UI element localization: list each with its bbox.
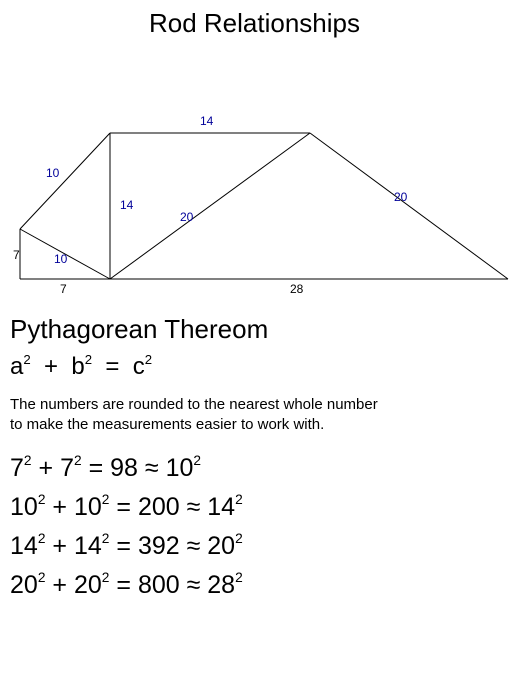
exp: 2	[38, 570, 46, 585]
eq-term: 7	[10, 454, 24, 482]
diagram-line	[310, 133, 508, 279]
section-heading: Pythagorean Thereom	[10, 314, 499, 345]
note-line: The numbers are rounded to the nearest w…	[10, 396, 378, 413]
equation-row: 102 + 102 = 200 ≈ 142	[10, 493, 499, 522]
exp: 2	[38, 492, 46, 507]
diagram-label: 14	[200, 114, 214, 128]
exp: 2	[102, 570, 110, 585]
eq-sum: 800	[138, 571, 180, 599]
exp: 2	[102, 531, 110, 546]
exp: 2	[38, 531, 46, 546]
pythagorean-formula: a2 + b2 = c2	[10, 353, 499, 381]
formula-b: b	[71, 353, 84, 380]
eq-result: 28	[207, 571, 235, 599]
diagram-label: 28	[290, 282, 304, 296]
exp: 2	[74, 453, 82, 468]
diagram-label: 10	[54, 252, 68, 266]
exp: 2	[193, 453, 201, 468]
eq-term: 14	[74, 532, 102, 560]
page: Rod Relationships 7 7 28 10 10 14 14 20 20 Pytha…	[0, 8, 509, 630]
exp: 2	[85, 352, 92, 367]
exp: 2	[235, 531, 243, 546]
diagram-svg: 7 7 28 10 10 14 14 20 20	[10, 49, 509, 299]
eq-term: 14	[10, 532, 38, 560]
eq-term: 20	[10, 571, 38, 599]
equation-row: 72 + 72 = 98 ≈ 102	[10, 454, 499, 483]
equation-row: 142 + 142 = 392 ≈ 202	[10, 532, 499, 561]
eq-term: 10	[74, 493, 102, 521]
diagram-label: 10	[46, 166, 60, 180]
formula-a: a	[10, 353, 23, 380]
diagram-label: 7	[13, 248, 20, 262]
note-line: to make the measurements easier to work …	[10, 416, 324, 433]
eq-result: 20	[207, 532, 235, 560]
eq-result: 10	[166, 454, 194, 482]
diagram-label: 7	[60, 282, 67, 296]
rounding-note: The numbers are rounded to the nearest w…	[10, 395, 499, 436]
exp: 2	[145, 352, 152, 367]
eq-term: 20	[74, 571, 102, 599]
page-title: Rod Relationships	[10, 8, 499, 39]
diagram-label: 20	[180, 210, 194, 224]
diagram-line	[110, 133, 310, 279]
equation-list: 72 + 72 = 98 ≈ 102102 + 102 = 200 ≈ 1421…	[10, 454, 499, 600]
exp: 2	[24, 453, 32, 468]
diagram-label: 14	[120, 198, 134, 212]
diagram-label: 20	[394, 190, 408, 204]
equation-row: 202 + 202 = 800 ≈ 282	[10, 571, 499, 600]
rod-diagram: 7 7 28 10 10 14 14 20 20	[10, 49, 499, 304]
eq-sum: 392	[138, 532, 180, 560]
exp: 2	[235, 492, 243, 507]
eq-result: 14	[207, 493, 235, 521]
formula-c: c	[133, 353, 145, 380]
exp: 2	[23, 352, 30, 367]
eq-sum: 200	[138, 493, 180, 521]
exp: 2	[235, 570, 243, 585]
eq-sum: 98	[110, 454, 138, 482]
diagram-line	[20, 133, 110, 229]
eq-term: 7	[60, 454, 74, 482]
eq-term: 10	[10, 493, 38, 521]
exp: 2	[102, 492, 110, 507]
